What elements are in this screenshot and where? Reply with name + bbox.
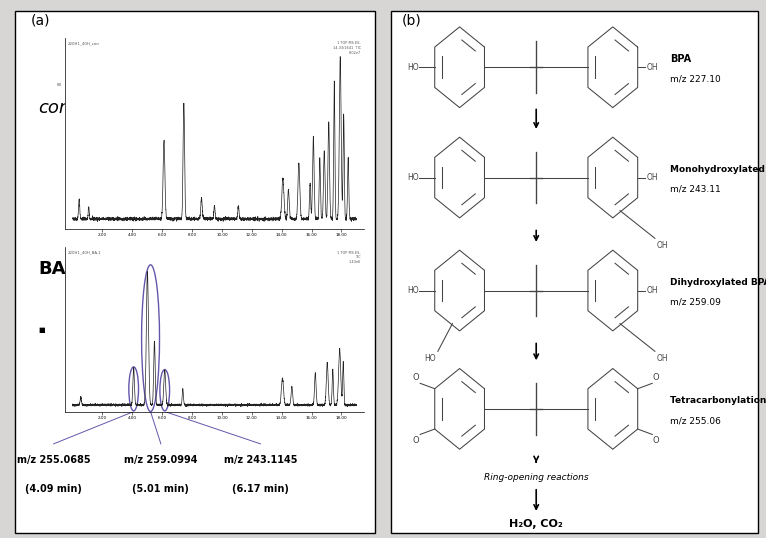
Text: OH: OH	[647, 63, 658, 72]
Text: BA-1: BA-1	[38, 260, 86, 278]
Text: 1 TOP MS ES-
14.33/1641  TIC
8.02e7: 1 TOP MS ES- 14.33/1641 TIC 8.02e7	[332, 41, 361, 55]
Text: (4.09 min): (4.09 min)	[25, 484, 82, 494]
Text: Monohydroxylated BPA: Monohydroxylated BPA	[670, 165, 766, 174]
Text: H₂O, CO₂: H₂O, CO₂	[509, 519, 563, 529]
Text: 220H1_40H_BA-1: 220H1_40H_BA-1	[68, 251, 102, 255]
Text: (6.17 min): (6.17 min)	[232, 484, 289, 494]
Text: OH: OH	[657, 354, 669, 363]
Text: HO: HO	[407, 173, 418, 182]
Text: 80: 80	[57, 83, 62, 87]
Text: ■: ■	[38, 327, 45, 332]
Text: Tetracarbonylation BPA: Tetracarbonylation BPA	[670, 397, 766, 405]
Text: (b): (b)	[402, 13, 422, 27]
Text: m/z 243.11: m/z 243.11	[670, 185, 721, 194]
Text: (5.01 min): (5.01 min)	[133, 484, 189, 494]
Text: m/z 243.1145: m/z 243.1145	[224, 455, 297, 465]
Text: O: O	[653, 373, 660, 383]
Text: m/z 255.06: m/z 255.06	[670, 416, 721, 425]
Text: O: O	[413, 436, 420, 444]
Text: 220H1_40H_con: 220H1_40H_con	[68, 41, 100, 46]
Text: m/z 227.10: m/z 227.10	[670, 75, 721, 83]
Text: (a): (a)	[31, 13, 50, 27]
Text: O: O	[413, 373, 420, 383]
Text: m/z 255.0685: m/z 255.0685	[17, 455, 90, 465]
Text: con: con	[38, 98, 70, 117]
Text: OH: OH	[657, 241, 669, 250]
Text: OH: OH	[647, 286, 658, 295]
Text: HO: HO	[407, 63, 418, 72]
Text: O: O	[653, 436, 660, 444]
Text: Dihydroxylated BPA: Dihydroxylated BPA	[670, 278, 766, 287]
Text: m/z 259.09: m/z 259.09	[670, 298, 721, 307]
Text: OH: OH	[647, 173, 658, 182]
Text: HO: HO	[424, 354, 436, 363]
Text: HO: HO	[407, 286, 418, 295]
Text: m/z 259.0994: m/z 259.0994	[124, 455, 198, 465]
Text: 1 TOP MS ES-
TIC
1.43e6: 1 TOP MS ES- TIC 1.43e6	[337, 251, 361, 264]
FancyBboxPatch shape	[391, 11, 758, 533]
Text: Ring-opening reactions: Ring-opening reactions	[484, 473, 588, 483]
FancyBboxPatch shape	[15, 11, 375, 533]
Text: BPA: BPA	[670, 54, 692, 64]
